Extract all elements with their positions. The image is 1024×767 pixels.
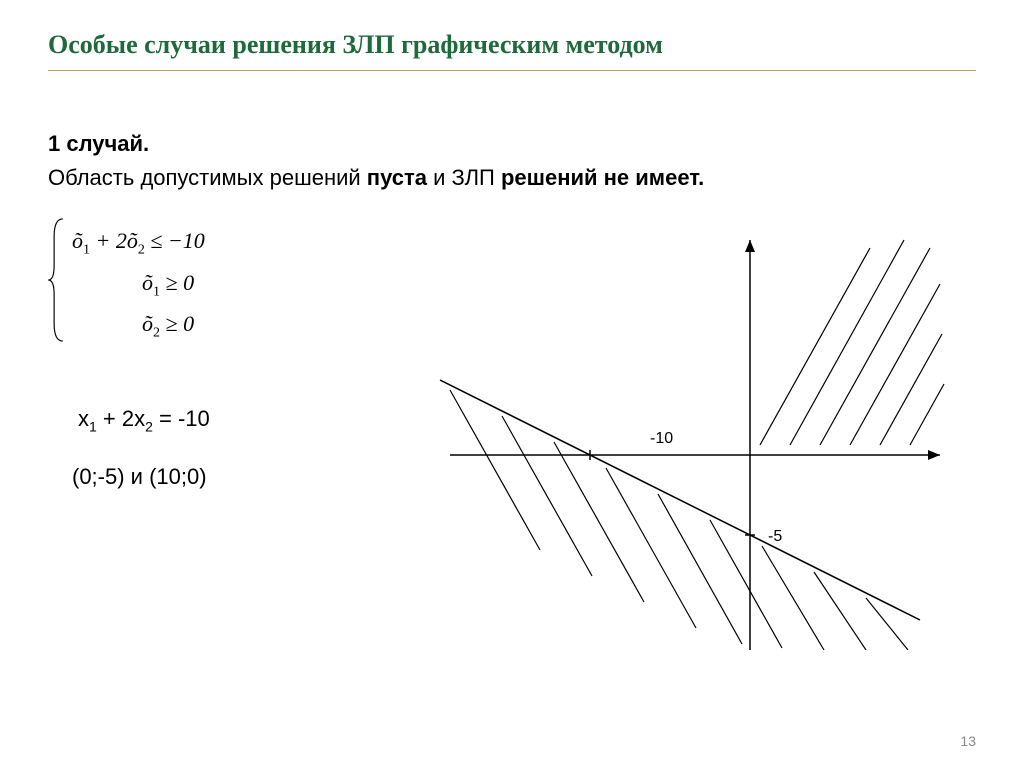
eq2-sub: 1 xyxy=(153,284,160,299)
svg-text:-5: -5 xyxy=(768,528,782,545)
feasibility-diagram: -10 -5 xyxy=(410,230,950,650)
case-desc-b2: решений не имеет. xyxy=(501,165,704,190)
curly-brace-icon xyxy=(48,217,68,343)
diagram-svg: -10 -5 xyxy=(410,230,950,650)
case-desc-p1: Область допустимых решений xyxy=(48,165,367,190)
eq1-sub1: 1 xyxy=(83,242,90,257)
lineeq-mid: + 2x xyxy=(97,406,145,431)
svg-text:-10: -10 xyxy=(650,430,673,447)
eq1-op: + 2 xyxy=(90,228,127,253)
page-number: 13 xyxy=(960,733,976,749)
lineeq-pre: x xyxy=(78,406,89,431)
case-desc-b1: пуста xyxy=(367,165,427,190)
eq2-var: õ xyxy=(142,270,153,295)
equation-1: õ1 + 2õ2 ≤ −10 xyxy=(72,221,448,263)
eq1-var1: õ xyxy=(72,228,83,253)
eq3-sub: 2 xyxy=(153,326,160,341)
eq3-var: õ xyxy=(142,311,153,336)
lineeq-s2: 2 xyxy=(145,418,153,434)
eq1-var2: õ xyxy=(127,228,138,253)
equation-2: õ1 ≥ 0 xyxy=(72,263,448,305)
eq1-rel: ≤ −10 xyxy=(145,228,205,253)
eq2-rel: ≥ 0 xyxy=(160,270,194,295)
lineeq-post: = -10 xyxy=(153,406,210,431)
line-equation: x1 + 2x2 = -10 xyxy=(78,406,448,434)
case-desc-p2: и ЗЛП xyxy=(427,165,501,190)
case-description: Область допустимых решений пуста и ЗЛП р… xyxy=(48,165,976,191)
eq1-sub2: 2 xyxy=(138,242,145,257)
equation-system: õ1 + 2õ2 ≤ −10 õ1 ≥ 0 õ2 ≥ 0 xyxy=(48,221,448,346)
slide-title: Особые случаи решения ЗЛП графическим ме… xyxy=(48,30,976,71)
case-label: 1 случай. xyxy=(48,131,976,157)
eq3-rel: ≥ 0 xyxy=(160,311,194,336)
lineeq-s1: 1 xyxy=(89,418,97,434)
equation-3: õ2 ≥ 0 xyxy=(72,304,448,346)
points-text: (0;-5) и (10;0) xyxy=(72,464,448,490)
